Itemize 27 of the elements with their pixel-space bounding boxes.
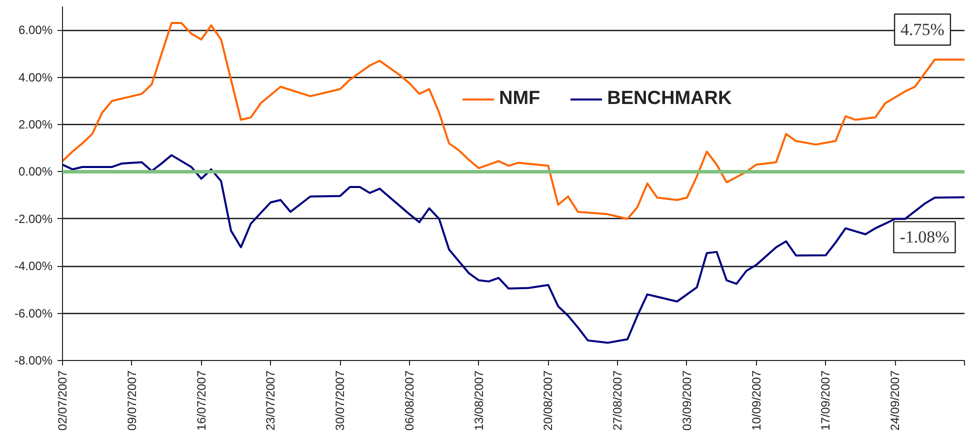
x-tick-label: 24/09/2007 [888, 370, 902, 431]
x-tick-label: 27/08/2007 [610, 370, 625, 431]
line-series [62, 154, 964, 344]
x-tick-label: 30/07/2007 [333, 370, 348, 431]
y-tick-label: 4.00% [18, 70, 53, 84]
x-tick-label: 06/08/2007 [402, 370, 416, 431]
y-tick-label: -2.00% [14, 212, 53, 226]
line-series [62, 22, 964, 220]
x-tick-label: 20/08/2007 [541, 370, 556, 431]
x-tick-label: 10/09/2007 [749, 370, 764, 431]
x-tick-label: 17/09/2007 [818, 370, 833, 431]
annotation: -1.08% [900, 228, 950, 247]
y-tick-label: 0.00% [18, 164, 53, 179]
x-tick-label: 23/07/2007 [264, 370, 278, 431]
x-tick-label: 16/07/2007 [194, 370, 208, 431]
y-tick-label: -4.00% [14, 259, 53, 274]
y-tick-label: -6.00% [14, 306, 53, 320]
y-tick-label: -8.00% [14, 354, 53, 368]
legend-label: NMF [499, 88, 540, 110]
x-tick-label: 02/07/2007 [56, 370, 70, 431]
x-tick-label: 03/09/2007 [680, 370, 694, 431]
x-tick-label: 09/07/2007 [124, 370, 139, 431]
y-tick-label: 6.00% [18, 23, 53, 38]
legend-label: BENCHMARK [607, 88, 732, 110]
x-tick-label: 13/08/2007 [472, 370, 486, 431]
y-tick-label: 2.00% [18, 118, 53, 132]
annotation: 4.75% [900, 20, 944, 40]
